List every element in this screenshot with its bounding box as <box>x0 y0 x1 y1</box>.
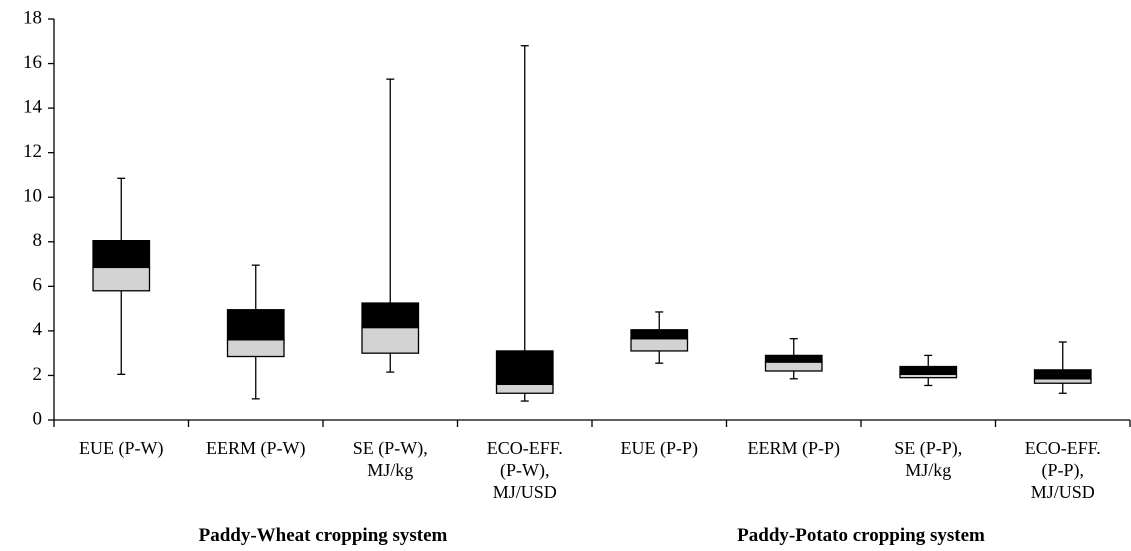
y-tick-label: 14 <box>23 96 43 117</box>
x-tick-label: SE (P-W), MJ/kg <box>352 438 428 480</box>
box-upper <box>92 240 151 269</box>
y-tick-label: 4 <box>33 319 43 340</box>
group-label: Paddy-Potato cropping system <box>737 525 985 546</box>
box-upper <box>361 302 420 329</box>
box-upper <box>226 309 285 341</box>
box-lower <box>495 383 554 394</box>
box-upper <box>899 365 958 375</box>
box-lower <box>361 326 420 354</box>
box-upper <box>1033 369 1092 380</box>
group-label: Paddy-Wheat cropping system <box>198 525 448 546</box>
box-lower <box>1033 378 1092 384</box>
x-tick-label: SE (P-P), MJ/kg <box>894 438 963 480</box>
box-upper <box>495 350 554 386</box>
y-tick-label: 18 <box>23 7 42 28</box>
box-upper <box>630 329 689 340</box>
box-upper <box>764 354 823 363</box>
box-lower <box>92 266 151 292</box>
x-tick-label: ECO-EFF. (P-P), MJ/USD <box>1024 438 1101 502</box>
x-tick-label: EUE (P-W) <box>79 438 164 458</box>
y-tick-label: 12 <box>23 141 42 162</box>
y-tick-label: 0 <box>33 408 43 429</box>
box-lower <box>630 338 689 352</box>
x-tick-label: EERM (P-P) <box>747 438 840 458</box>
y-tick-label: 2 <box>33 364 43 385</box>
box-lower <box>226 339 285 358</box>
x-tick-label: EERM (P-W) <box>206 438 306 458</box>
y-tick-label: 16 <box>23 52 42 73</box>
x-tick-label: EUE (P-P) <box>620 438 699 458</box>
x-tick-label: ECO-EFF. (P-W), MJ/USD <box>486 438 563 502</box>
y-tick-label: 6 <box>33 275 43 296</box>
box-lower <box>764 361 823 372</box>
y-tick-label: 10 <box>23 186 42 207</box>
y-tick-label: 8 <box>33 230 43 251</box>
